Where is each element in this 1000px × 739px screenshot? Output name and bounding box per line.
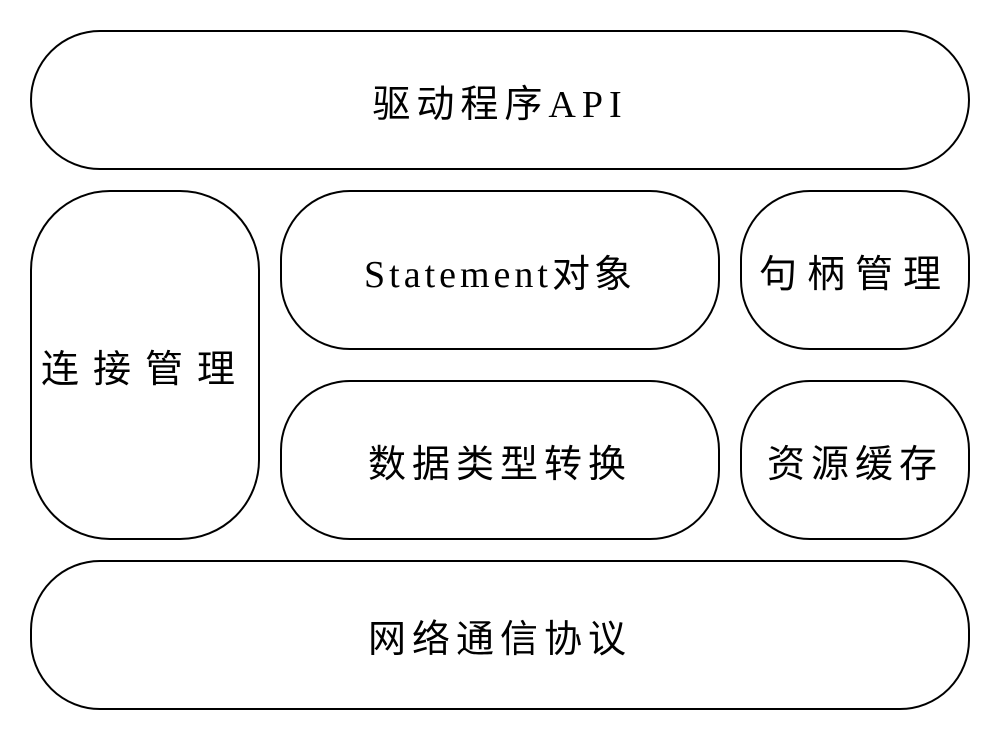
box-handle: 句柄管理	[740, 190, 970, 350]
box-api: 驱动程序API	[30, 30, 970, 170]
box-conn-label: 连接管理	[41, 338, 249, 393]
box-handle-label: 句柄管理	[759, 243, 951, 298]
box-typeconv-label: 数据类型转换	[368, 433, 632, 488]
diagram-canvas: 驱动程序API 连接管理 Statement对象 句柄管理 数据类型转换 资源缓…	[0, 0, 1000, 739]
box-stmt-label: Statement对象	[364, 243, 636, 298]
box-net-label: 网络通信协议	[368, 608, 632, 663]
box-cache-label: 资源缓存	[767, 433, 943, 488]
box-net: 网络通信协议	[30, 560, 970, 710]
box-typeconv: 数据类型转换	[280, 380, 720, 540]
box-cache: 资源缓存	[740, 380, 970, 540]
box-stmt: Statement对象	[280, 190, 720, 350]
box-conn: 连接管理	[30, 190, 260, 540]
box-api-label: 驱动程序API	[372, 73, 627, 128]
